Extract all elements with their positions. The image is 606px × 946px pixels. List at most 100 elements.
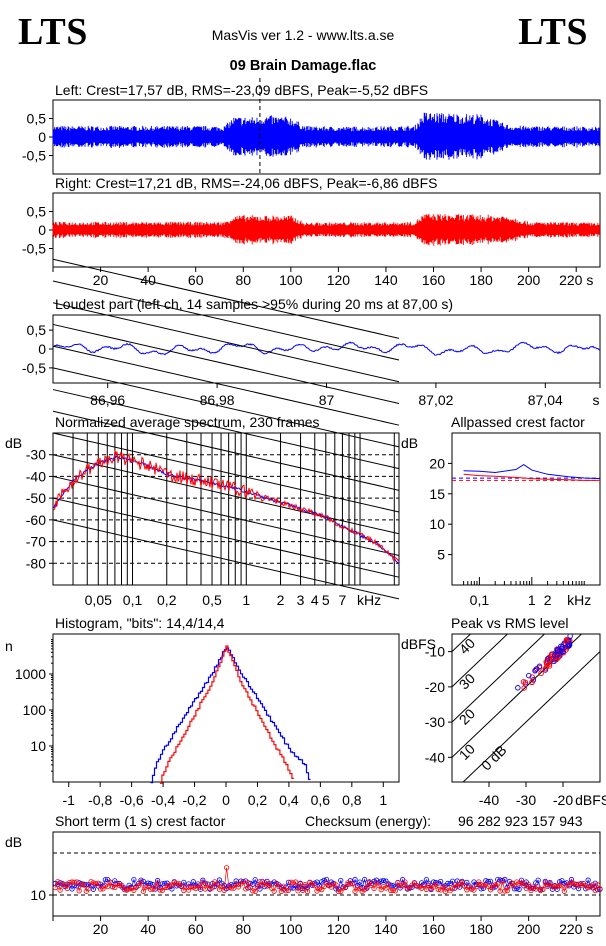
- short-term-crest-right-point: [371, 885, 377, 892]
- short-term-crest-left-point: [585, 877, 591, 883]
- short-term-crest-xtick-label: 20: [93, 921, 109, 937]
- short-term-crest-right-point: [352, 888, 358, 895]
- histogram-xtick-label: 0,8: [342, 792, 362, 808]
- short-term-crest-right-point: [209, 885, 215, 891]
- short-term-crest-right-point: [340, 885, 346, 891]
- allpass-crest-xtick-label: 1: [528, 592, 536, 608]
- short-term-crest-right-point: [266, 881, 273, 887]
- short-term-crest-right-point: [162, 884, 168, 891]
- spectrum-xtick-label: 3: [297, 592, 305, 608]
- short-term-crest-xtick-label: 140: [374, 921, 398, 937]
- short-term-crest-right-point: [540, 886, 546, 892]
- allpass-crest-xtick-label: 2: [544, 592, 552, 608]
- short-term-crest-left-point: [90, 886, 97, 892]
- short-term-crest-right-point: [390, 887, 396, 894]
- short-term-crest-right-point: [499, 879, 506, 885]
- histogram-xtick-label: 0,2: [248, 792, 268, 808]
- spectrum-xtick-label: 7: [339, 592, 347, 608]
- short-term-crest-right-point: [442, 889, 449, 895]
- short-term-crest-xtick-label: 220 s: [559, 921, 593, 937]
- short-term-crest-right-point: [397, 882, 403, 889]
- short-term-crest-right-point: [597, 886, 603, 892]
- spectrum-xtick-label: 2: [277, 592, 285, 608]
- short-term-crest-right-point: [174, 881, 180, 887]
- short-term-crest-right-point: [400, 883, 406, 889]
- short-term-crest-right-point: [152, 884, 158, 890]
- peak-vs-rms-point: [542, 665, 549, 672]
- allpass-crest-ytick-label: 20: [429, 455, 445, 471]
- short-term-crest-right-point: [240, 879, 246, 885]
- short-term-crest-right-point: [281, 883, 287, 889]
- lts-logo-right: LTS: [518, 11, 588, 53]
- allpass-crest-right-curve: [463, 473, 600, 481]
- short-term-crest-right-point: [423, 886, 429, 892]
- short-term-crest-left-point: [535, 877, 541, 883]
- peak-vs-rms-xtick-label: dBFS: [575, 792, 606, 808]
- short-term-crest-right-point: [404, 885, 410, 891]
- short-term-crest-right-point: [97, 886, 104, 892]
- short-term-crest-right-point: [271, 888, 277, 894]
- spectrum-slope-line: [52, 454, 400, 535]
- short-term-crest-right-point: [262, 880, 268, 886]
- short-term-crest-right-point: [133, 883, 139, 890]
- spectrum-slope-line: [52, 389, 400, 470]
- short-term-crest-right-point: [542, 880, 548, 886]
- short-term-crest-right-point: [143, 884, 149, 890]
- histogram-xtick-label: 0,6: [311, 792, 331, 808]
- spectrum-frame: [52, 432, 400, 586]
- histogram-xtick-label: -0,4: [151, 792, 175, 808]
- short-term-crest-checksum-label: Checksum (energy):: [305, 813, 431, 829]
- short-term-crest-right-point: [119, 882, 125, 889]
- spectrum-slope-line: [52, 258, 400, 339]
- short-term-crest-xtick-label: 40: [140, 921, 156, 937]
- short-term-crest-right-point: [333, 882, 339, 888]
- spectrum-ytick-label: -60: [26, 512, 46, 528]
- peak-vs-rms-frame: [451, 633, 601, 783]
- histogram-title: Histogram, "bits": 14,4/14,4: [55, 615, 225, 631]
- short-term-crest-right-point: [81, 881, 87, 887]
- spectrum-xtick-label: 0,2: [157, 592, 177, 608]
- histogram-right-curve: [159, 645, 294, 784]
- right-channel-ytick-label: -0,5: [22, 241, 46, 257]
- short-term-crest-left-point: [361, 876, 368, 883]
- allpass-crest-title: Allpassed crest factor: [451, 414, 585, 430]
- peak-vs-rms-ytick-label: -30: [425, 714, 445, 730]
- peak-vs-rms-diagonal-label: 10: [456, 741, 478, 763]
- short-term-crest-right-point: [502, 888, 508, 894]
- short-term-crest-right-point: [55, 879, 61, 885]
- right-channel-xtick-label: 40: [140, 272, 156, 288]
- short-term-crest-right-point: [292, 879, 299, 885]
- peak-vs-rms-diagonal-label: 30: [456, 670, 478, 692]
- right-channel-waveform: [52, 214, 600, 246]
- short-term-crest-xtick-label: 60: [188, 921, 204, 937]
- short-term-crest-right-point: [52, 885, 58, 891]
- peak-vs-rms-point: [554, 647, 561, 653]
- short-term-crest-left-point: [181, 879, 187, 885]
- peak-vs-rms-point: [534, 666, 540, 672]
- loudest-part-waveform: [53, 341, 601, 356]
- short-term-crest-right-point: [402, 879, 408, 885]
- short-term-crest-right-point: [140, 888, 146, 894]
- loudest-part-xtick-label: 87,02: [418, 392, 453, 408]
- short-term-crest-right-point: [526, 882, 532, 888]
- spectrum-slope-line: [52, 367, 400, 448]
- short-term-crest-right-point: [278, 888, 284, 895]
- short-term-crest-left-point: [102, 877, 108, 883]
- short-term-crest-right-point: [573, 882, 579, 888]
- short-term-crest-right-point: [228, 885, 234, 891]
- peak-vs-rms-point: [556, 653, 562, 660]
- short-term-crest-left-point: [483, 878, 489, 884]
- short-term-crest-right-point: [347, 881, 353, 887]
- spectrum-slope-line: [52, 345, 400, 426]
- short-term-crest-left-point: [145, 880, 151, 886]
- spectrum-xtick-label: 0,5: [202, 592, 222, 608]
- spectrum-title: Normalized average spectrum, 230 frames: [55, 414, 320, 430]
- short-term-crest-right-point: [468, 886, 475, 892]
- peak-vs-rms-point: [554, 646, 560, 652]
- allpass-crest-ytick-label: 10: [429, 516, 445, 532]
- short-term-crest-right-point: [297, 881, 303, 887]
- short-term-crest-xtick-label: 80: [235, 921, 251, 937]
- short-term-crest-right-point: [459, 879, 465, 885]
- short-term-crest-right-point: [331, 881, 337, 887]
- short-term-crest-right-point: [354, 885, 361, 891]
